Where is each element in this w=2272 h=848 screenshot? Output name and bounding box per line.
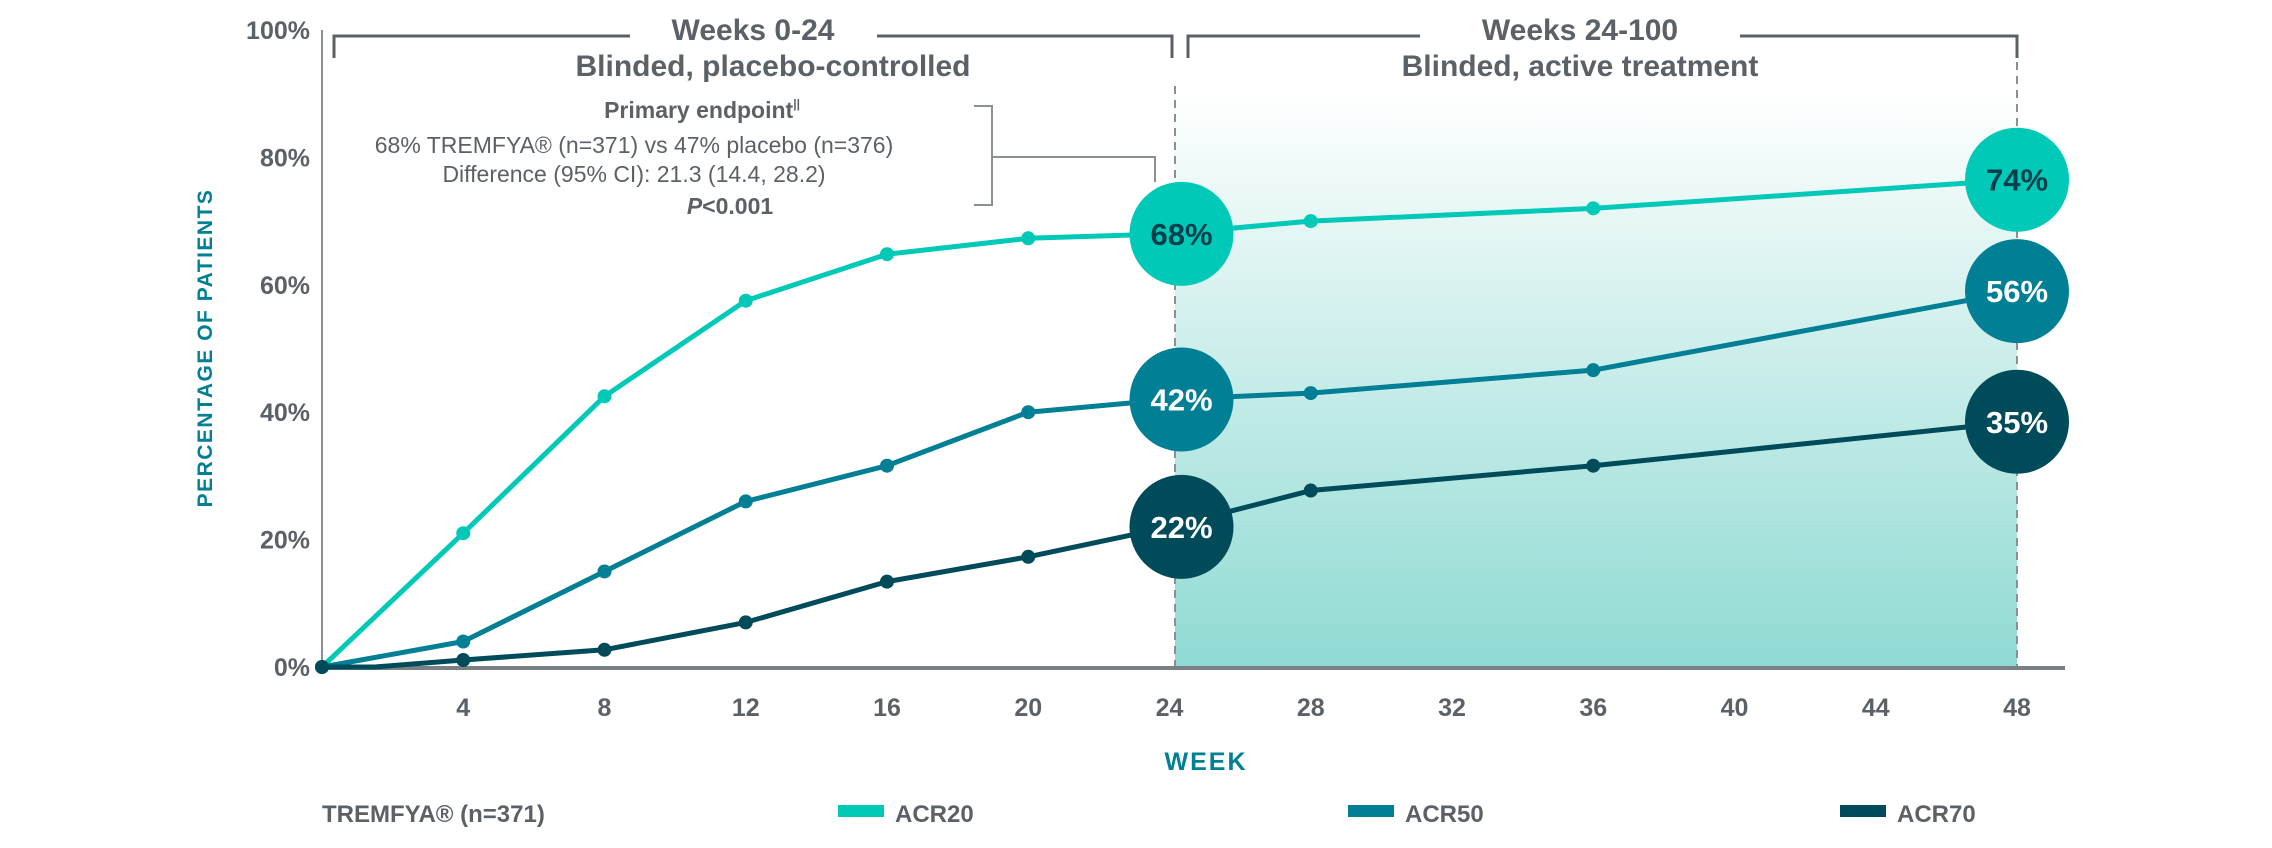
annotation-bracket [974, 105, 1156, 206]
y-tick-label: 80% [260, 144, 310, 172]
value-label-acr70: 22% [1150, 510, 1212, 545]
value-badge-acr70 [1129, 474, 1234, 579]
x-tick-label: 48 [2003, 694, 2031, 722]
legend-swatch-acr20 [838, 805, 884, 817]
value-label-acr50: 42% [1150, 382, 1212, 417]
x-tick-label: 24 [1156, 694, 1184, 722]
series-line-acr50 [321, 288, 2018, 670]
data-point-acr20 [456, 526, 471, 541]
data-point-acr50 [880, 458, 894, 473]
x-tick-label: 36 [1579, 694, 1607, 722]
x-tick-label: 32 [1438, 694, 1466, 722]
data-point-acr20 [1021, 231, 1036, 246]
x-tick-label: 44 [1862, 694, 1890, 722]
y-tick-label: 0% [274, 654, 310, 682]
data-point-acr50 [1586, 363, 1601, 378]
data-point-acr50 [597, 564, 612, 579]
series-line-acr20 [320, 177, 2018, 669]
data-point-acr50 [456, 634, 471, 649]
value-label-acr50: 56% [1986, 274, 2048, 309]
legend-title: TREMFYA® (n=371) [322, 801, 545, 828]
legend-label-acr50: ACR50 [1405, 801, 1484, 828]
legend-label-acr70: ACR70 [1897, 801, 1976, 828]
y-tick-label: 60% [260, 272, 310, 300]
period-2-subtitle: Blinded, active treatment [1402, 50, 1759, 83]
data-point-acr70 [456, 652, 471, 667]
value-badge-acr70 [1965, 369, 2069, 474]
value-label-acr20: 74% [1986, 163, 2048, 198]
period-1-title: Weeks 0-24 [672, 14, 835, 47]
value-badge-acr20 [1129, 181, 1234, 286]
data-point-acr70 [1586, 458, 1601, 473]
x-tick-label: 28 [1297, 694, 1325, 722]
x-axis-label: WEEK [1165, 748, 1248, 776]
data-point-acr20 [1303, 214, 1318, 229]
data-point-acr70 [738, 615, 753, 630]
data-point-acr50 [1021, 405, 1036, 420]
x-tick-label: 4 [456, 694, 470, 722]
data-point-acr20 [738, 293, 753, 308]
annotation-title: Primary endpoint|| [604, 97, 800, 123]
data-point-acr50 [738, 494, 753, 509]
y-axis-label: PERCENTAGE OF PATIENTS [194, 189, 217, 508]
x-tick-label: 12 [732, 694, 760, 722]
value-label-acr20: 68% [1150, 217, 1212, 252]
period-2-title: Weeks 24-100 [1482, 14, 1678, 47]
value-badge-acr20 [1965, 127, 2069, 232]
period-bracket-2 [1186, 34, 2019, 58]
period-1-subtitle: Blinded, placebo-controlled [575, 50, 970, 83]
data-point-acr20 [880, 247, 894, 262]
data-point-acr70 [1303, 483, 1318, 498]
value-badge-acr50 [1129, 347, 1234, 452]
y-tick-label: 100% [246, 17, 310, 45]
data-point-acr70 [597, 642, 612, 657]
legend-swatch-acr70 [1840, 805, 1886, 817]
value-badge-acr50 [1965, 239, 2069, 344]
y-tick-label: 40% [260, 399, 310, 427]
data-point-acr20 [597, 389, 612, 404]
data-point-acr70 [315, 660, 329, 674]
annotation-line-1: 68% TREMFYA® (n=371) vs 47% placebo (n=3… [375, 132, 894, 158]
x-tick-label: 20 [1014, 694, 1042, 722]
legend-label-acr20: ACR20 [895, 801, 974, 828]
y-tick-label: 20% [260, 527, 310, 555]
annotation-p-value: P<0.001 [687, 193, 774, 219]
data-point-acr70 [880, 574, 894, 589]
legend-swatch-acr50 [1348, 805, 1394, 817]
x-tick-label: 8 [598, 694, 612, 722]
data-point-acr50 [1303, 386, 1318, 401]
data-point-acr20 [1586, 201, 1601, 216]
value-label-acr70: 35% [1986, 405, 2048, 440]
x-tick-label: 16 [873, 694, 901, 722]
period-bracket-1 [332, 34, 1174, 58]
annotation-line-2: Difference (95% CI): 21.3 (14.4, 28.2) [442, 161, 825, 187]
x-tick-label: 40 [1721, 694, 1749, 722]
shaded-period-region [1175, 90, 2017, 667]
data-point-acr70 [1021, 549, 1036, 564]
